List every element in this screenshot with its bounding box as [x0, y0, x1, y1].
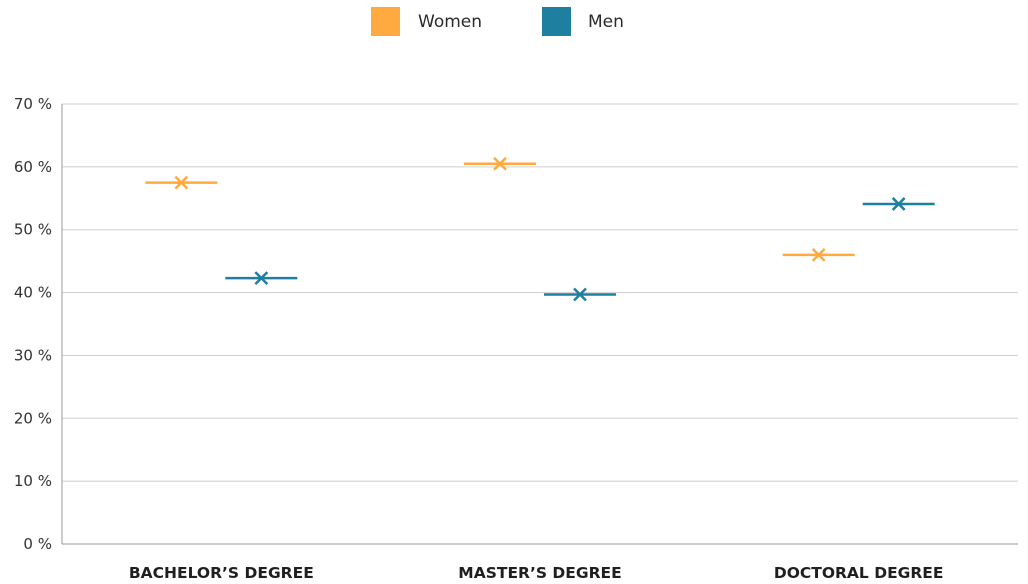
- mark-men-2: [862, 197, 935, 211]
- mark-x-b-men-1: [573, 287, 587, 302]
- y-tick-label-20: 20 %: [14, 409, 52, 427]
- legend-label-men: Men: [588, 12, 624, 32]
- category-label-2: DOCTORAL DEGREE: [774, 564, 944, 582]
- legend-swatch-men: [542, 7, 571, 36]
- y-axis: 0 % 10 % 20 % 30 % 40 % 50 % 60 % 70 %: [14, 95, 63, 553]
- y-tick-label-60: 60 %: [14, 158, 52, 176]
- y-tick-label-0: 0 %: [23, 535, 52, 553]
- category-label-1: MASTER’S DEGREE: [458, 564, 621, 582]
- y-tick-label-40: 40 %: [14, 284, 52, 302]
- mark-women-2: [782, 247, 855, 262]
- y-tick-label-10: 10 %: [14, 472, 52, 490]
- mark-men-1: [544, 287, 616, 302]
- x-axis: BACHELOR’S DEGREE MASTER’S DEGREE DOCTORAL…: [129, 564, 944, 582]
- y-tick-label-70: 70 %: [14, 95, 52, 113]
- mark-women-0: [145, 175, 218, 190]
- legend-item-women: Women: [371, 7, 482, 36]
- legend: Women Men: [371, 7, 624, 36]
- mark-x-b-men-2: [891, 197, 906, 211]
- mark-x-b-women-2: [811, 247, 826, 262]
- category-label-0: BACHELOR’S DEGREE: [129, 564, 314, 582]
- mark-x-b-women-1: [493, 156, 507, 171]
- mark-men-0: [225, 271, 298, 285]
- mark-x-b-men-0: [254, 271, 269, 285]
- mark-women-1: [464, 156, 536, 171]
- mark-x-b-women-0: [174, 175, 189, 190]
- y-tick-label-30: 30 %: [14, 346, 52, 364]
- gridlines: [62, 103, 1018, 545]
- legend-label-women: Women: [418, 12, 482, 32]
- y-tick-label-50: 50 %: [14, 221, 52, 239]
- plot-marks: [145, 156, 935, 302]
- legend-swatch-women: [371, 7, 400, 36]
- legend-item-men: Men: [542, 7, 624, 36]
